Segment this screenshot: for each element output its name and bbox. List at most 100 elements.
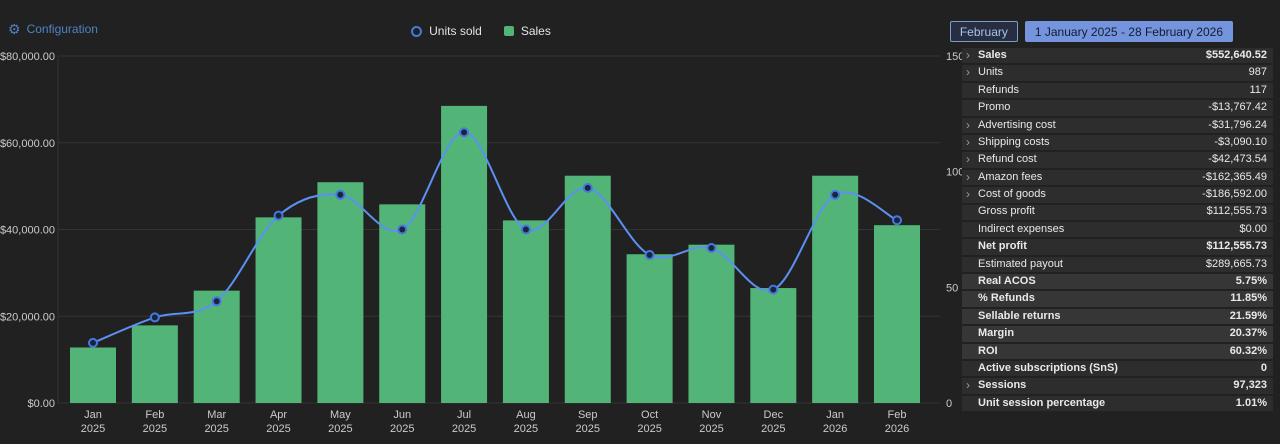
sales-bar-sep-2025[interactable]	[564, 175, 611, 403]
metric-label: Net profit	[978, 240, 1027, 253]
metric-label: ROI	[978, 344, 998, 357]
units-sold-point-apr-2025[interactable]	[273, 210, 284, 221]
metrics-panel: Sales $552,640.52 Units 987 Refunds 117 Promo -…	[962, 48, 1273, 413]
x-axis-label: Feb 2025	[143, 409, 167, 435]
metric-row-gross-profit: Gross profit $112,555.73	[962, 204, 1273, 220]
sales-bar-mar-2025[interactable]	[193, 290, 240, 403]
configuration-button[interactable]: ⚙ Configuration	[8, 22, 98, 36]
month-selector-button[interactable]: February	[949, 21, 1018, 42]
metric-row-units[interactable]: Units 987	[962, 65, 1273, 81]
x-axis-label: Jun 2025	[390, 409, 414, 435]
metric-row-amazon-fees[interactable]: Amazon fees -$162,365.49	[962, 169, 1273, 186]
units-sold-point-feb-2026[interactable]	[892, 215, 902, 226]
metric-label: Refunds	[978, 83, 1019, 96]
units-sold-point-feb-2025[interactable]	[149, 312, 160, 323]
x-axis-label: Jan 2025	[81, 409, 105, 435]
sales-bar-aug-2025[interactable]	[502, 220, 549, 403]
metric-label: Sessions	[978, 379, 1027, 392]
metric-label: Refund cost	[978, 153, 1037, 166]
sales-bar-jan-2026[interactable]	[812, 175, 859, 403]
sales-marker-icon	[503, 26, 514, 36]
x-axis-label: Apr 2025	[266, 409, 290, 435]
metric-label: Cost of goods	[978, 188, 1046, 201]
metric-row-cost-of-goods[interactable]: Cost of goods -$186,592.00	[962, 187, 1273, 203]
x-axis-label: Dec 2025	[761, 409, 785, 435]
metric-value: 21.59%	[1229, 309, 1267, 322]
chevron-right-icon	[966, 378, 970, 394]
left-axis-tick: $20,000.00	[0, 311, 55, 323]
left-axis-tick: $60,000.00	[0, 138, 55, 150]
units-sold-point-jan-2026[interactable]	[830, 189, 841, 200]
x-axis-label: Sep 2025	[576, 409, 600, 435]
period-controls: February 1 January 2025 - 28 February 20…	[949, 21, 1233, 42]
chevron-right-icon	[966, 170, 970, 186]
sales-bar-may-2025[interactable]	[317, 182, 364, 403]
chevron-right-icon	[966, 187, 970, 203]
metric-label: Indirect expenses	[978, 222, 1065, 235]
metric-value: -$42,473.54	[1208, 153, 1267, 166]
units-sold-point-oct-2025[interactable]	[644, 249, 655, 260]
metric-value: 1.01%	[1235, 396, 1267, 409]
metric-label: Margin	[978, 327, 1015, 340]
metric-row-unit-session-percentage: Unit session percentage 1.01%	[962, 395, 1273, 412]
sales-bar-feb-2026[interactable]	[874, 225, 920, 403]
units-sold-point-jul-2025[interactable]	[459, 127, 470, 138]
metric-label: Estimated payout	[978, 257, 1063, 270]
units-sold-point-aug-2025[interactable]	[520, 224, 531, 235]
x-axis-label: Jan 2026	[823, 409, 847, 435]
metric-row-margin: Margin 20.37%	[962, 326, 1273, 342]
units-sold-point-mar-2025[interactable]	[211, 296, 222, 307]
date-range-button[interactable]: 1 January 2025 - 28 February 2026	[1024, 21, 1233, 42]
metric-label: Shipping costs	[978, 135, 1050, 148]
chevron-right-icon	[966, 118, 970, 134]
metric-value: -$186,592.00	[1202, 188, 1267, 201]
metric-value: -$13,767.42	[1208, 101, 1267, 114]
metric-label: Promo	[978, 101, 1011, 114]
metric-value: 987	[1248, 66, 1267, 79]
legend-units-sold[interactable]: Units sold	[411, 24, 482, 38]
sales-bar-oct-2025[interactable]	[626, 254, 673, 403]
legend-units-sold-label: Units sold	[429, 24, 482, 38]
metric-label: Amazon fees	[978, 170, 1043, 183]
legend-sales-label: Sales	[520, 24, 551, 38]
legend-sales[interactable]: Sales	[503, 24, 551, 38]
left-axis-tick: $80,000.00	[0, 51, 55, 63]
metric-row-refund-cost[interactable]: Refund cost -$42,473.54	[962, 152, 1273, 168]
metric-value: $289,665.73	[1205, 257, 1267, 270]
right-axis-tick: 100	[946, 167, 962, 179]
sales-bar-jul-2025[interactable]	[441, 105, 488, 403]
left-axis-tick: $40,000.00	[0, 225, 55, 237]
metric-value: $112,555.73	[1206, 240, 1267, 253]
metric-value: 117	[1249, 83, 1267, 96]
units-sold-point-jun-2025[interactable]	[397, 224, 408, 235]
units-sold-point-sep-2025[interactable]	[582, 182, 593, 193]
metric-label: Units	[978, 66, 1004, 79]
metric-label: Advertising cost	[978, 118, 1056, 131]
units-sold-point-jan-2025[interactable]	[88, 337, 98, 348]
metric-row-advertising-cost[interactable]: Advertising cost -$31,796.24	[962, 117, 1273, 134]
metric-label: % Refunds	[978, 292, 1035, 305]
x-axis-label: Jul 2025	[452, 409, 476, 435]
sales-bar-dec-2025[interactable]	[750, 288, 797, 403]
x-axis-label: Oct 2025	[637, 409, 661, 435]
metric-row-sales[interactable]: Sales $552,640.52	[962, 48, 1273, 64]
sales-bar-jun-2025[interactable]	[379, 204, 426, 403]
metric-row-shipping-costs[interactable]: Shipping costs -$3,090.10	[962, 134, 1273, 151]
sales-bar-feb-2025[interactable]	[131, 325, 178, 403]
units-sold-point-may-2025[interactable]	[335, 189, 346, 200]
metric-value: -$3,090.10	[1214, 135, 1267, 148]
sales-bar-nov-2025[interactable]	[688, 244, 735, 403]
units-sold-point-dec-2025[interactable]	[768, 284, 779, 295]
metric-row-roi: ROI 60.32%	[962, 343, 1273, 360]
sales-bar-jan-2025[interactable]	[70, 347, 116, 403]
metric-row-sessions[interactable]: Sessions 97,323	[962, 378, 1273, 394]
units-sold-point-nov-2025[interactable]	[706, 243, 717, 254]
metric-row-indirect-expenses: Indirect expenses $0.00	[962, 221, 1273, 238]
sales-bar-apr-2025[interactable]	[255, 217, 302, 403]
metric-value: -$31,796.24	[1208, 118, 1267, 131]
metric-row-refunds: Refunds 117	[962, 82, 1273, 99]
chart-legend: Units sold Sales	[0, 24, 962, 38]
metric-label: Sales	[978, 48, 1007, 61]
metric-row-sellable-returns: Sellable returns 21.59%	[962, 308, 1273, 325]
